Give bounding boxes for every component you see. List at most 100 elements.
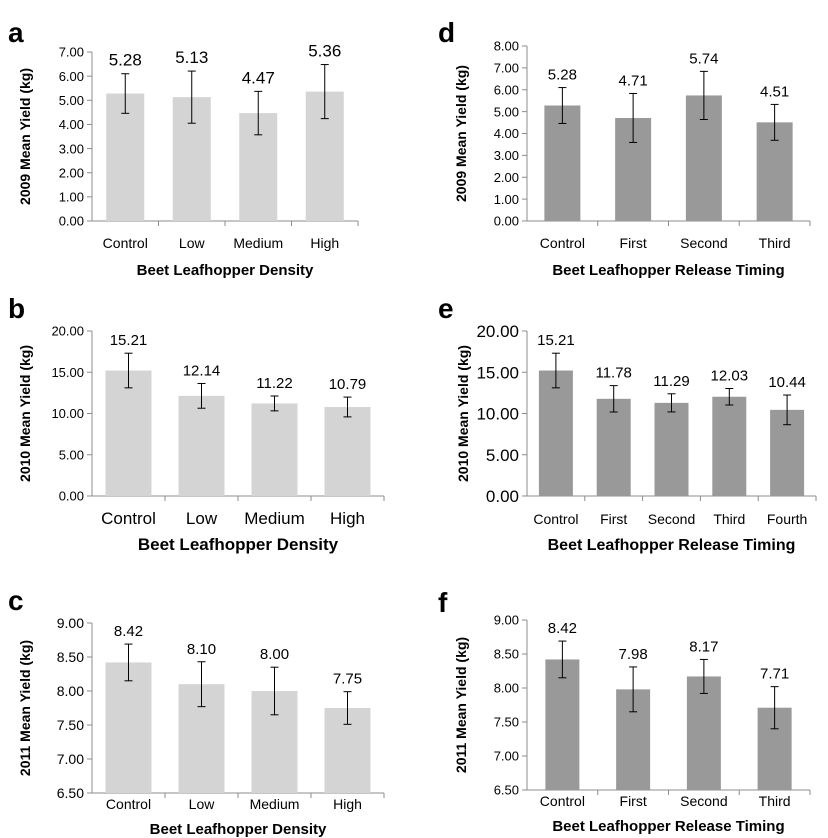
data-label: 10.79 [329, 376, 367, 393]
bar [251, 403, 298, 496]
y-tick-label: 6.00 [59, 69, 84, 84]
data-label: 5.13 [175, 48, 208, 67]
data-label: 7.75 [333, 671, 362, 688]
bar [545, 659, 580, 790]
y-tick-label: 7.00 [59, 45, 84, 60]
x-tick-label: High [333, 796, 362, 812]
data-label: 8.17 [689, 638, 718, 655]
data-label: 5.28 [109, 51, 142, 70]
x-axis-title: Beet Leafhopper Density [138, 535, 339, 554]
x-tick-label: Third [759, 235, 791, 251]
y-tick-label: 7.00 [494, 61, 519, 76]
y-tick-label: 3.00 [59, 141, 84, 156]
y-axis-title: 2010 Mean Yield (kg) [455, 345, 471, 482]
panel-letter: b [8, 293, 25, 324]
y-tick-label: 1.00 [494, 192, 519, 207]
data-label: 8.42 [548, 620, 577, 637]
y-tick-label: 1.00 [59, 190, 84, 205]
data-label: 4.47 [242, 68, 275, 87]
chart-panel-b: b 0.00 5.00 10.00 15.00 20.00 2010 Mean Yield … [8, 293, 385, 554]
x-tick-label: Fourth [767, 511, 807, 527]
y-tick-label: 8.50 [57, 649, 84, 665]
bar [106, 93, 145, 221]
y-tick-label: 9.00 [494, 613, 519, 628]
data-label: 15.21 [537, 332, 575, 349]
panel-letter: e [438, 293, 454, 324]
y-tick-label: 7.00 [57, 751, 84, 767]
y-tick-label: 20.00 [476, 322, 519, 341]
x-axis-title: Beet Leafhopper Release Timing [548, 537, 796, 554]
y-tick-label: 10.00 [476, 405, 519, 424]
panel-letter: a [8, 17, 24, 48]
x-tick-label: High [310, 235, 339, 251]
bar [105, 370, 152, 496]
panel-letter: f [438, 587, 448, 618]
y-tick-label: 15.00 [51, 365, 84, 380]
data-label: 15.21 [110, 332, 148, 349]
bar [544, 105, 581, 221]
data-label: 4.71 [619, 72, 648, 89]
data-label: 12.03 [711, 368, 749, 385]
x-tick-label: Control [103, 235, 148, 251]
x-tick-label: Second [648, 511, 695, 527]
y-tick-label: 2.00 [59, 165, 84, 180]
chart-panel-f: f 6.50 7.00 7.50 8.00 8.50 9.00 2011 Mean Yield… [438, 587, 811, 835]
y-tick-label: 5.00 [486, 446, 519, 465]
bar [105, 662, 152, 793]
y-tick-label: 6.50 [494, 783, 519, 798]
x-axis-title: Beet Leafhopper Release Timing [552, 818, 784, 835]
y-tick-label: 0.00 [494, 214, 519, 229]
y-tick-label: 3.00 [494, 148, 519, 163]
data-label: 8.10 [187, 641, 216, 658]
bar [324, 406, 371, 496]
y-axis-title: 2009 Mean Yield (kg) [17, 68, 33, 205]
chart-panel-d: d 0.00 1.00 2.00 3.00 4.00 5.00 6.00 7.00 8.00 200… [438, 17, 811, 279]
y-tick-label: 8.00 [57, 683, 84, 699]
y-tick-label: 7.00 [494, 749, 519, 764]
chart-panel-c: c 6.50 7.00 7.50 8.00 8.50 9.00 2011 Mean Yield… [8, 585, 385, 838]
x-axis-title: Beet Leafhopper Density [137, 262, 314, 279]
data-label: 7.98 [619, 646, 648, 663]
x-tick-label: Third [759, 793, 791, 809]
x-tick-label: Medium [250, 796, 300, 812]
x-tick-label: High [330, 509, 365, 528]
chart-panel-a: a 0.00 1.00 2.00 3.00 4.00 5.00 6.00 7.00 2009 Me… [8, 17, 359, 279]
y-tick-label: 0.00 [59, 214, 84, 229]
y-tick-label: 4.00 [494, 126, 519, 141]
data-label: 5.74 [689, 50, 718, 67]
bar [712, 396, 747, 496]
data-label: 10.44 [768, 374, 806, 391]
y-tick-label: 8.00 [494, 681, 519, 696]
x-tick-label: Control [540, 235, 585, 251]
y-axis-title: 2011 Mean Yield (kg) [453, 637, 469, 773]
y-tick-label: 8.50 [494, 647, 519, 662]
x-tick-label: Control [533, 511, 578, 527]
x-tick-label: Control [540, 793, 585, 809]
bar [178, 395, 225, 496]
y-tick-label: 6.50 [57, 785, 84, 801]
data-label: 7.71 [760, 666, 789, 683]
y-tick-label: 15.00 [476, 363, 519, 382]
data-label: 8.00 [260, 646, 289, 663]
y-tick-label: 5.00 [59, 447, 84, 462]
data-label: 8.42 [114, 623, 143, 640]
bar [538, 370, 573, 496]
chart-panel-e: e 0.00 5.00 10.00 15.00 20.00 2010 Mean Yield … [438, 293, 817, 554]
bar [654, 402, 689, 496]
y-tick-label: 2.00 [494, 170, 519, 185]
x-tick-label: Second [680, 235, 727, 251]
x-tick-label: Control [101, 509, 156, 528]
bar [596, 398, 631, 496]
y-axis-title: 2009 Mean Yield (kg) [453, 65, 469, 202]
x-tick-label: First [600, 511, 627, 527]
y-tick-label: 5.00 [494, 104, 519, 119]
data-label: 5.28 [548, 67, 577, 84]
x-axis-title: Beet Leafhopper Density [150, 821, 327, 838]
data-label: 11.29 [653, 373, 689, 390]
x-tick-label: Third [713, 511, 745, 527]
y-tick-label: 4.00 [59, 117, 84, 132]
y-tick-label: 5.00 [59, 93, 84, 108]
y-tick-label: 9.00 [57, 615, 84, 631]
y-tick-label: 7.50 [494, 715, 519, 730]
